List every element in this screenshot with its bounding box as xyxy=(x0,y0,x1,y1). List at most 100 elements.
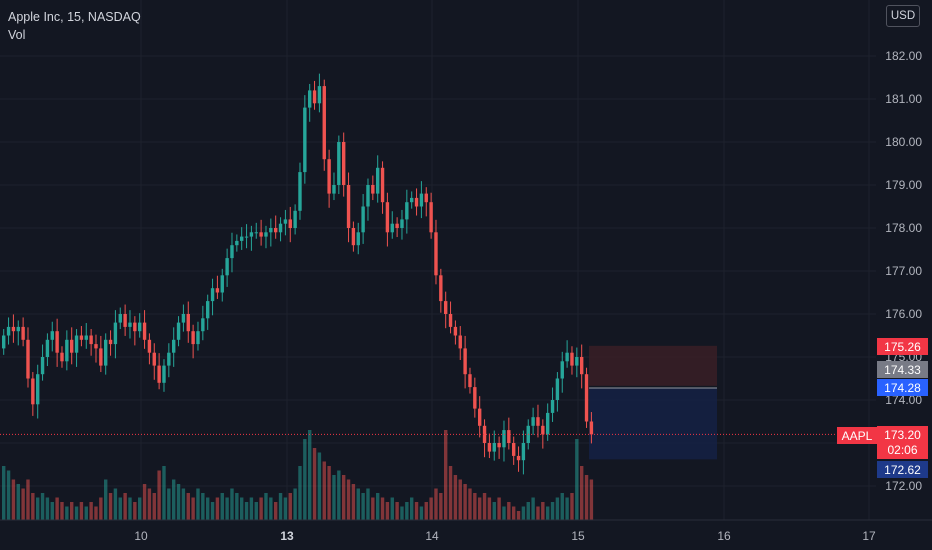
volume-bar xyxy=(181,488,186,520)
candle-body xyxy=(337,142,341,185)
volume-bar xyxy=(171,479,176,520)
volume-bar xyxy=(443,430,448,520)
symbol-title[interactable]: Apple Inc, 15, NASDAQ xyxy=(8,10,141,24)
volume-bar xyxy=(375,493,380,520)
candle-body xyxy=(487,443,492,452)
volume-bar xyxy=(162,466,166,520)
candle-body xyxy=(6,326,11,336)
candle-body xyxy=(361,206,365,233)
volume-bar xyxy=(307,430,312,520)
candle-body xyxy=(50,331,54,340)
volume-bar xyxy=(26,479,30,520)
candle-body xyxy=(589,421,594,435)
volume-bar xyxy=(492,502,496,520)
volume-bar xyxy=(497,497,501,520)
candle-body xyxy=(351,228,356,246)
time-axis-tick: 16 xyxy=(717,529,731,543)
candle-body xyxy=(128,322,132,327)
candle-body xyxy=(259,232,263,237)
time-axis-tick: 14 xyxy=(425,529,439,543)
candle-body xyxy=(264,232,268,237)
volume-bar xyxy=(409,497,414,520)
candle-body xyxy=(103,339,108,366)
candle-body xyxy=(521,443,526,461)
candle-body xyxy=(118,314,122,323)
candle-body xyxy=(409,197,414,203)
volume-bar xyxy=(400,506,404,520)
candle-body xyxy=(424,193,428,203)
candle-body xyxy=(171,339,176,353)
candle-body xyxy=(220,275,224,293)
volume-bar xyxy=(205,497,210,520)
volume-series xyxy=(2,430,594,520)
volume-bar xyxy=(123,493,127,520)
volume-bar xyxy=(589,479,594,520)
candle-body xyxy=(225,258,229,276)
volume-bar xyxy=(419,506,424,520)
candle-body xyxy=(390,223,394,233)
bar-countdown: 02:06 xyxy=(887,442,918,457)
volume-bar xyxy=(220,493,224,520)
volume-bar xyxy=(434,488,438,520)
candle-body xyxy=(152,352,156,366)
candle-body xyxy=(147,339,152,353)
candle-body xyxy=(322,86,326,160)
volume-bar xyxy=(371,497,375,520)
entry-price-label: 174.33 xyxy=(877,361,928,378)
candle-body xyxy=(94,344,98,349)
volume-bar xyxy=(477,497,482,520)
volume-bar xyxy=(346,479,351,520)
volume-bar xyxy=(84,506,88,520)
candle-body xyxy=(536,417,540,426)
candle-body xyxy=(531,417,535,426)
volume-bar xyxy=(167,488,171,520)
currency-button[interactable]: USD xyxy=(886,5,920,27)
volume-bar xyxy=(327,466,331,520)
volume-bar xyxy=(118,497,122,520)
volume-bar xyxy=(531,497,535,520)
candle-body xyxy=(65,339,69,362)
stop-loss-zone[interactable] xyxy=(589,345,717,386)
volume-bar xyxy=(463,484,467,520)
candle-body xyxy=(201,318,205,332)
candle-body xyxy=(312,90,317,104)
volume-bar xyxy=(550,502,555,520)
candle-body xyxy=(541,425,545,435)
volume-bar xyxy=(201,493,205,520)
take-profit-zone[interactable] xyxy=(589,387,717,460)
volume-bar xyxy=(507,502,511,520)
volume-bar xyxy=(579,466,584,520)
candle-body xyxy=(371,185,375,194)
volume-bar xyxy=(356,488,360,520)
candle-body xyxy=(26,339,30,379)
volume-bar xyxy=(453,475,458,520)
volume-bar xyxy=(16,484,20,520)
candle-body xyxy=(303,107,307,173)
chart-legend: Apple Inc, 15, NASDAQ Vol xyxy=(8,8,141,44)
volume-bar xyxy=(468,488,472,520)
volume-bar xyxy=(293,488,297,520)
candle-body xyxy=(356,232,360,246)
volume-bar xyxy=(332,475,336,520)
candle-body xyxy=(380,167,385,203)
time-axis-tick: 13 xyxy=(280,529,294,543)
price-axis-tick: 177.00 xyxy=(885,264,922,278)
candle-body xyxy=(439,275,443,302)
candle-body xyxy=(11,326,16,332)
volume-bar xyxy=(99,497,103,520)
candle-body xyxy=(550,400,555,413)
candle-body xyxy=(60,352,64,362)
candle-body xyxy=(142,322,147,340)
candle-body xyxy=(137,322,142,332)
candle-body xyxy=(414,197,419,207)
volume-bar xyxy=(565,497,569,520)
candle-body xyxy=(565,352,569,362)
volume-bar xyxy=(21,488,25,520)
volume-bar xyxy=(405,502,409,520)
indicator-volume-label[interactable]: Vol xyxy=(8,28,26,42)
volume-bar xyxy=(526,502,530,520)
volume-bar xyxy=(575,439,579,520)
volume-bar xyxy=(108,493,113,520)
time-axis-tick: 10 xyxy=(134,529,148,543)
